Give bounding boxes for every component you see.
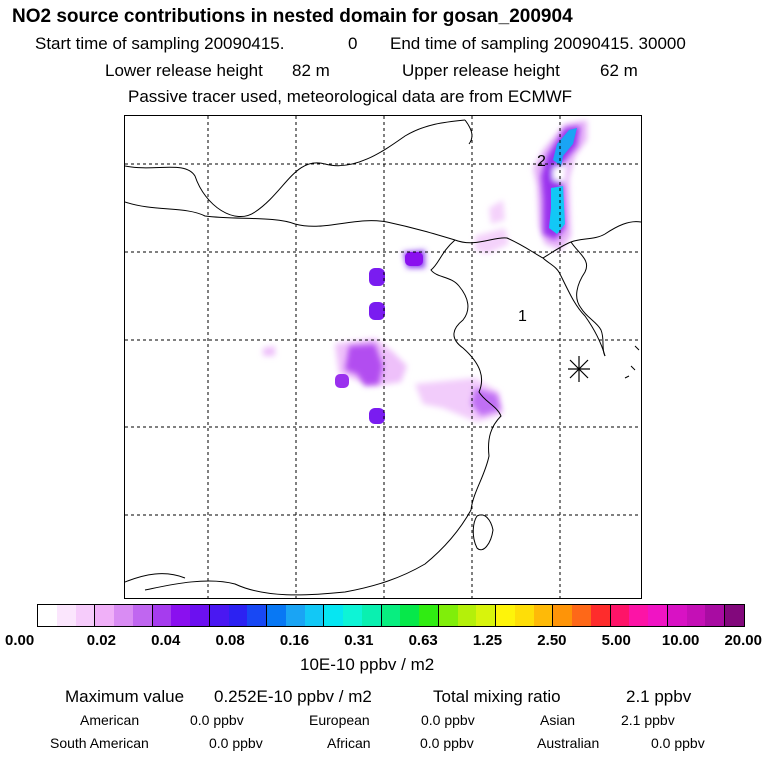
- colorbar-swatch: [228, 605, 248, 626]
- colorbar-swatch: [171, 605, 190, 626]
- colorbar-swatch: [267, 605, 286, 626]
- total-mixing-label: Total mixing ratio: [433, 687, 561, 706]
- colorbar-swatch: [381, 605, 401, 626]
- colorbar-tick-label: 0.16: [279, 632, 310, 649]
- colorbar-unit: 10E-10 ppbv / m2: [300, 655, 435, 674]
- colorbar-tick-label: 0.02: [86, 632, 116, 649]
- map-svg: 2 1: [124, 116, 642, 598]
- region-value: 0.0 ppbv: [190, 712, 244, 728]
- colorbar-swatch: [476, 605, 496, 626]
- colorbar-tick-label: 2.50: [537, 632, 567, 649]
- region-value: 2.1 ppbv: [621, 712, 675, 728]
- contour-label-1: 1: [518, 308, 527, 325]
- colorbar-swatch: [190, 605, 210, 626]
- end-time-label: End time of sampling 20090415. 30000: [390, 34, 686, 53]
- colorbar-tick-label: 1.25: [472, 632, 503, 649]
- region-name: African: [327, 735, 371, 751]
- colorbar-swatch: [419, 605, 439, 626]
- colorbar-tick-label: 5.00: [601, 632, 631, 649]
- region-value: 0.0 ppbv: [421, 712, 475, 728]
- colorbar-tick-label: 10.00: [661, 632, 700, 649]
- colorbar-swatch: [648, 605, 668, 626]
- colorbar-swatch: [725, 605, 744, 626]
- colorbar: [37, 604, 745, 627]
- upper-height-value: 62 m: [600, 61, 638, 80]
- region-name: Asian: [540, 712, 576, 728]
- total-mixing-value: 2.1 ppbv: [626, 687, 692, 706]
- region-name: Australian: [537, 735, 600, 751]
- colorbar-swatch: [75, 605, 96, 626]
- colorbar-swatch: [38, 605, 57, 626]
- colorbar-swatch: [114, 605, 133, 626]
- max-value: 0.252E-10 ppbv / m2: [214, 687, 372, 706]
- region-name: American: [80, 712, 140, 728]
- region-name: South American: [50, 735, 149, 751]
- contour-label-2: 2: [537, 153, 546, 170]
- colorbar-swatch: [247, 605, 267, 626]
- colorbar-swatch: [95, 605, 114, 626]
- start-time-value: 0: [348, 34, 358, 53]
- colorbar-swatch: [553, 605, 572, 626]
- colorbar-swatch: [343, 605, 362, 626]
- colorbar-swatch: [590, 605, 611, 626]
- colorbar-swatch: [361, 605, 382, 626]
- colorbar-swatch: [514, 605, 534, 626]
- colorbar-tick-label: 0.08: [215, 632, 245, 649]
- colorbar-swatch: [629, 605, 648, 626]
- colorbar-swatch: [610, 605, 630, 626]
- region-value: 0.0 ppbv: [420, 735, 474, 751]
- plume-peaks: [335, 128, 577, 424]
- region-value: 0.0 ppbv: [651, 735, 705, 751]
- region-value: 0.0 ppbv: [209, 735, 263, 751]
- upper-height-label: Upper release height: [402, 61, 560, 80]
- plot-title: NO2 source contributions in nested domai…: [12, 6, 573, 27]
- colorbar-swatch: [152, 605, 172, 626]
- colorbar-swatch: [667, 605, 687, 626]
- start-time-label: Start time of sampling 20090415.: [35, 34, 285, 53]
- colorbar-swatch: [705, 605, 725, 626]
- colorbar-swatch: [56, 605, 76, 626]
- colorbar-swatch: [496, 605, 515, 626]
- colorbar-tick-label: 0.63: [408, 632, 438, 649]
- coastlines: [124, 119, 642, 596]
- lat-lon-grid: [125, 116, 641, 598]
- colorbar-tick-label: 0.00: [5, 632, 35, 649]
- colorbar-swatch: [209, 605, 229, 626]
- map-panel: 2 1: [124, 115, 642, 599]
- asterisk-icon: [568, 356, 590, 382]
- colorbar-tick-label: 0.04: [151, 632, 181, 649]
- region-name: European: [309, 712, 370, 728]
- colorbar-swatch: [285, 605, 305, 626]
- tracer-note: Passive tracer used, meteorological data…: [128, 87, 573, 106]
- max-value-label: Maximum value: [65, 687, 185, 706]
- colorbar-tick-label: 0.31: [344, 632, 374, 649]
- colorbar-swatch: [438, 605, 458, 626]
- colorbar-swatch: [324, 605, 343, 626]
- colorbar-swatch: [457, 605, 477, 626]
- colorbar-swatch: [400, 605, 419, 626]
- lower-height-label: Lower release height: [105, 61, 263, 80]
- lower-height-value: 82 m: [292, 61, 330, 80]
- colorbar-swatch: [304, 605, 325, 626]
- colorbar-swatch: [572, 605, 591, 626]
- colorbar-swatch: [533, 605, 554, 626]
- plume-layer: [263, 120, 587, 424]
- colorbar-swatch: [132, 605, 153, 626]
- colorbar-swatch: [686, 605, 706, 626]
- colorbar-tick-label: 20.00: [724, 632, 762, 649]
